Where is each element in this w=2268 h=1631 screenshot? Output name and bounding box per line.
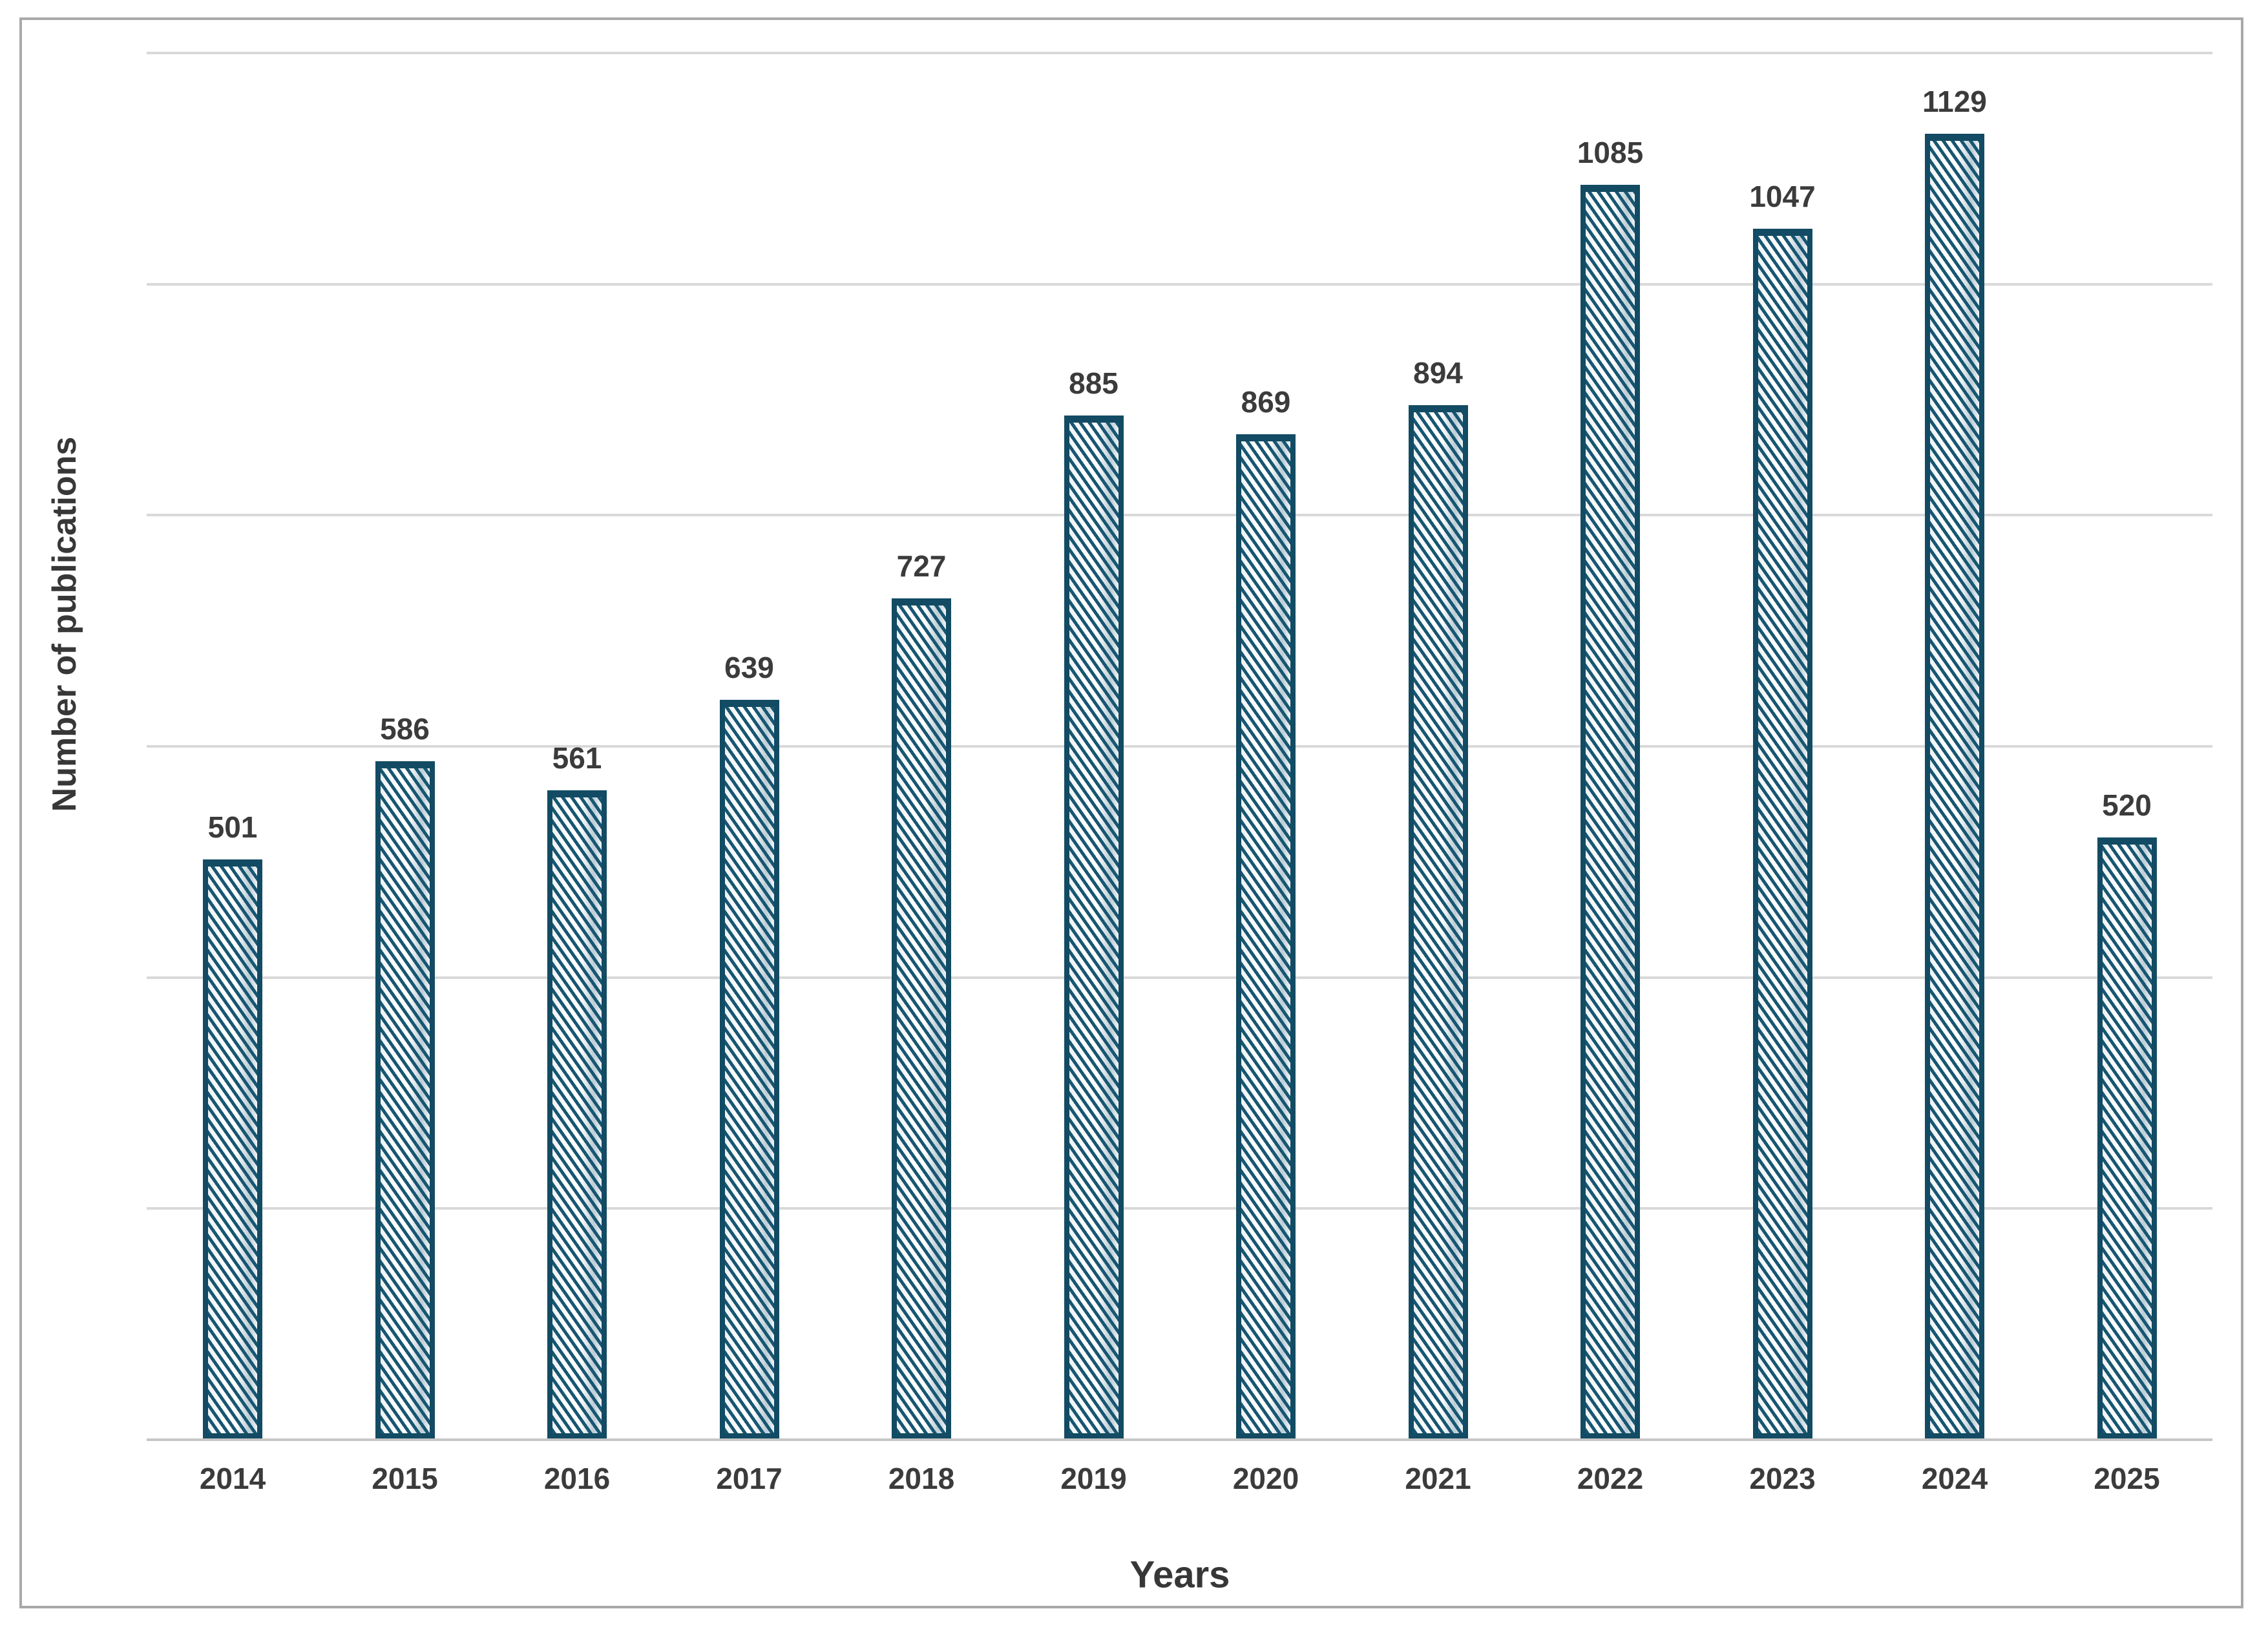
x-tick-label: 2017: [716, 1462, 782, 1495]
gridline: [147, 745, 2212, 748]
x-tick-label: 2022: [1577, 1462, 1644, 1495]
plot-area: 501 2014 586 2015 561 2016 639 2017 727 2018 885 20…: [147, 52, 2212, 1495]
bar-2019: [1064, 416, 1124, 1438]
bar-2014: [203, 859, 262, 1438]
x-tick-label: 2019: [1060, 1462, 1127, 1495]
gridline: [147, 52, 2212, 54]
gridline: [147, 976, 2212, 979]
bar-2022: [1580, 185, 1640, 1438]
value-label: 869: [1241, 385, 1291, 419]
x-tick-label: 2016: [543, 1462, 611, 1495]
x-tick-label: 2023: [1749, 1462, 1816, 1495]
value-label: 586: [380, 712, 430, 746]
gridline: [147, 1207, 2212, 1210]
x-tick-label: 2025: [2094, 1462, 2160, 1495]
bar-2016: [547, 790, 607, 1438]
value-label: 1047: [1749, 180, 1816, 213]
bar-2018: [892, 598, 951, 1438]
x-tick-label: 2015: [372, 1462, 438, 1495]
value-label: 501: [207, 810, 258, 844]
value-label: 520: [2102, 788, 2152, 822]
x-tick-label: 2020: [1232, 1462, 1299, 1495]
bar-2021: [1408, 405, 1468, 1438]
gridline: [147, 282, 2212, 286]
x-tick-label: 2024: [1921, 1462, 1988, 1495]
y-axis-title: Number of publications: [46, 436, 83, 812]
bar-2023: [1752, 229, 1812, 1438]
bar-2020: [1236, 434, 1296, 1438]
value-label: 1085: [1577, 136, 1644, 169]
value-label: 885: [1069, 366, 1118, 400]
value-label: 561: [552, 741, 602, 775]
x-tick-label: 2014: [199, 1462, 266, 1495]
bar-2024: [1925, 134, 1984, 1438]
x-axis-title: Years: [1129, 1553, 1230, 1596]
value-label: 894: [1413, 356, 1463, 390]
bar-2015: [375, 761, 435, 1438]
x-tick-label: 2018: [888, 1462, 955, 1495]
gridline: [147, 514, 2212, 517]
value-label: 727: [896, 549, 947, 583]
x-tick-label: 2021: [1405, 1462, 1471, 1495]
bar-2017: [719, 700, 779, 1438]
bar-2025: [2097, 837, 2157, 1438]
value-label: 1129: [1922, 85, 1987, 118]
value-label: 639: [724, 651, 774, 684]
